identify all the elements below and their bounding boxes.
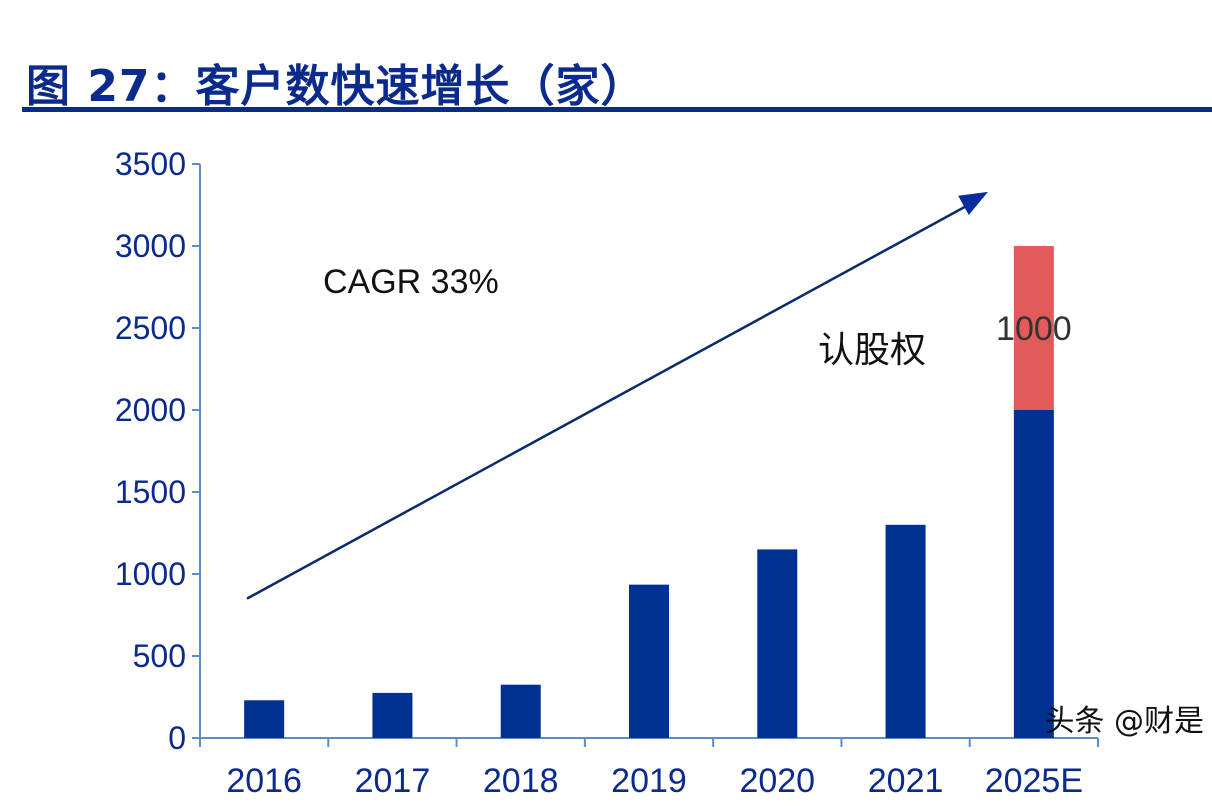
arrowhead-icon xyxy=(958,191,988,215)
y-tick-label: 2000 xyxy=(115,392,186,428)
x-tick-label: 2017 xyxy=(355,762,431,800)
x-tick-label: 2019 xyxy=(611,762,687,800)
bar-2025E-option xyxy=(1013,246,1054,410)
chart-title: 图 27：客户数快速增长（家） xyxy=(26,61,646,112)
data-label: 1000 xyxy=(996,310,1072,348)
axes: 0 500 1000 1500 2000 2500 3000 3500 2016 2017 2018… xyxy=(115,146,1099,800)
x-tick-label: 2025E xyxy=(985,762,1083,800)
title-underline xyxy=(22,107,1212,112)
y-tick-label: 0 xyxy=(168,720,186,756)
bars xyxy=(244,246,1054,738)
y-tick-label: 2500 xyxy=(115,310,186,346)
x-tick-label: 2020 xyxy=(739,762,815,800)
bar-2021-base xyxy=(885,524,926,738)
bar-2025E-base xyxy=(1013,410,1054,738)
bar-2016-base xyxy=(244,700,285,738)
cagr-arrow-line xyxy=(246,200,975,600)
option-annotation: 认股权 xyxy=(818,330,926,371)
watermark: 头条 @财是 xyxy=(1044,704,1204,739)
bar-2020-base xyxy=(757,549,798,738)
bar-2017-base xyxy=(372,692,413,738)
y-tick-label: 1000 xyxy=(115,556,186,592)
x-tick-label: 2016 xyxy=(226,762,302,800)
y-tick-label: 1500 xyxy=(115,474,186,510)
x-tick-label: 2018 xyxy=(483,762,559,800)
y-tick-label: 500 xyxy=(133,638,186,674)
y-tick-label: 3000 xyxy=(115,228,186,264)
y-tick-label: 3500 xyxy=(115,146,186,182)
labels: 1000 xyxy=(246,191,1072,600)
cagr-annotation: CAGR 33% xyxy=(323,263,499,301)
bar-2019-base xyxy=(629,584,669,738)
bar-2018-base xyxy=(500,684,541,738)
x-tick-label: 2021 xyxy=(868,762,944,800)
